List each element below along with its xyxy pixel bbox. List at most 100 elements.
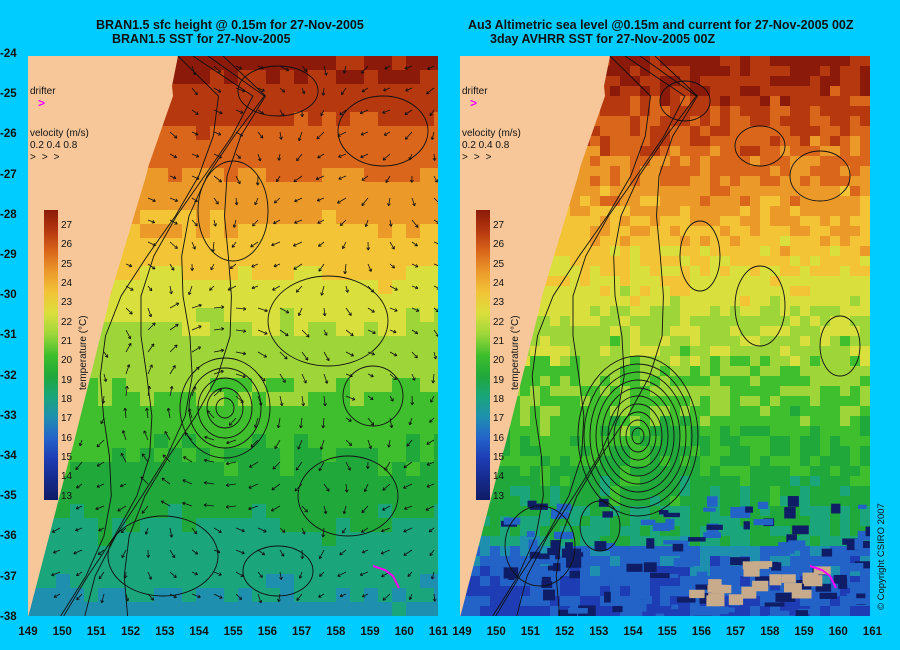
- current-arrow-head: [281, 576, 283, 580]
- current-arrow-head: [403, 485, 406, 489]
- current-arrow: [191, 346, 201, 353]
- current-arrow-head: [394, 352, 398, 356]
- current-arrow-head: [389, 425, 393, 428]
- current-arrow-head: [365, 465, 369, 469]
- current-arrow-head: [384, 468, 388, 471]
- current-arrow-head: [121, 452, 125, 456]
- current-arrow: [382, 483, 391, 491]
- current-arrow-head: [176, 302, 180, 306]
- current-arrow: [406, 439, 413, 447]
- current-arrow-head: [279, 136, 282, 140]
- current-arrow-head: [319, 556, 323, 560]
- current-arrow: [191, 571, 198, 576]
- current-arrow: [367, 351, 375, 355]
- current-arrow: [322, 417, 325, 428]
- latitude-tick-label: -35: [0, 490, 17, 503]
- current-arrow-head: [295, 289, 298, 293]
- current-arrow: [235, 329, 246, 332]
- current-arrow: [96, 439, 105, 448]
- current-arrow-head: [103, 379, 107, 382]
- current-arrow: [228, 417, 237, 426]
- current-arrow: [75, 461, 83, 470]
- current-arrow-head: [251, 287, 255, 290]
- current-arrow-head: [404, 506, 407, 510]
- current-arrow-head: [172, 365, 176, 368]
- eddy-contour: [595, 379, 681, 493]
- current-arrow: [145, 527, 149, 535]
- current-arrow-head: [171, 386, 174, 390]
- eddy-contour: [197, 377, 253, 439]
- current-arrow-head: [382, 110, 385, 114]
- current-arrow-head: [209, 289, 213, 291]
- current-arrow-head: [339, 111, 342, 116]
- current-arrow: [100, 417, 105, 424]
- colorbar-tick-label: 24: [493, 278, 505, 289]
- current-arrow: [204, 482, 215, 485]
- current-arrow-head: [346, 489, 349, 493]
- current-arrow-head: [248, 485, 251, 489]
- eddy-contour: [583, 363, 693, 509]
- current-arrow-head: [430, 136, 433, 140]
- current-arrow: [169, 527, 173, 538]
- right-velocity-arrows: >>>: [462, 152, 498, 163]
- colorbar-tick-label: 20: [493, 355, 505, 367]
- eddy-contour: [625, 419, 651, 453]
- current-arrow-head: [297, 137, 300, 141]
- current-arrow-head: [187, 408, 190, 412]
- current-arrow: [385, 175, 391, 183]
- current-arrow-head: [338, 154, 341, 158]
- current-arrow: [257, 109, 264, 115]
- current-arrow-head: [345, 290, 349, 293]
- current-arrow-head: [261, 65, 264, 69]
- current-arrow: [120, 483, 127, 487]
- current-arrow-head: [300, 114, 303, 117]
- current-arrow-head: [220, 595, 223, 599]
- current-arrow: [293, 175, 303, 183]
- colorbar-tick-label: 25: [493, 258, 505, 270]
- current-arrow: [169, 302, 179, 309]
- longitude-tick-label: 156: [691, 626, 711, 638]
- current-arrow-head: [251, 264, 254, 268]
- current-arrow-head: [361, 549, 365, 553]
- current-arrow: [301, 329, 310, 338]
- current-arrow: [125, 329, 131, 340]
- current-arrow: [235, 593, 242, 600]
- current-arrow-head: [260, 67, 264, 70]
- current-arrow-head: [431, 137, 435, 140]
- current-arrow-head: [360, 574, 364, 576]
- current-arrow-head: [240, 401, 244, 404]
- current-arrow-head: [162, 454, 165, 458]
- current-arrow-head: [431, 380, 434, 384]
- current-arrow-head: [409, 157, 413, 161]
- current-arrow-head: [411, 179, 414, 183]
- longitude-tick-label: 161: [862, 626, 882, 638]
- current-arrow: [389, 395, 394, 402]
- current-arrow-head: [433, 356, 437, 360]
- current-arrow: [409, 153, 413, 161]
- current-arrow-head: [272, 467, 276, 470]
- current-arrow-head: [434, 598, 437, 602]
- current-arrow-head: [169, 534, 173, 538]
- current-arrow-head: [259, 136, 264, 139]
- current-arrow-head: [280, 114, 284, 117]
- current-arrow: [296, 153, 303, 162]
- current-arrow: [161, 477, 171, 485]
- current-arrow-head: [171, 534, 174, 538]
- current-arrow: [345, 351, 354, 357]
- current-arrow: [321, 285, 325, 296]
- current-arrow: [317, 219, 325, 224]
- current-arrow-head: [279, 403, 283, 407]
- current-arrow: [323, 395, 326, 406]
- current-arrow-head: [251, 285, 255, 289]
- current-arrow-head: [298, 138, 302, 142]
- current-arrow-head: [102, 400, 106, 404]
- current-arrow-head: [274, 202, 278, 204]
- current-arrows: [51, 65, 438, 604]
- current-arrow: [343, 65, 347, 74]
- current-arrow-head: [324, 381, 328, 384]
- longitude-tick-label: 159: [360, 626, 380, 638]
- current-arrow-head: [227, 287, 231, 291]
- current-arrow-head: [196, 366, 200, 369]
- current-arrow-head: [166, 408, 169, 412]
- current-arrow-head: [283, 89, 286, 93]
